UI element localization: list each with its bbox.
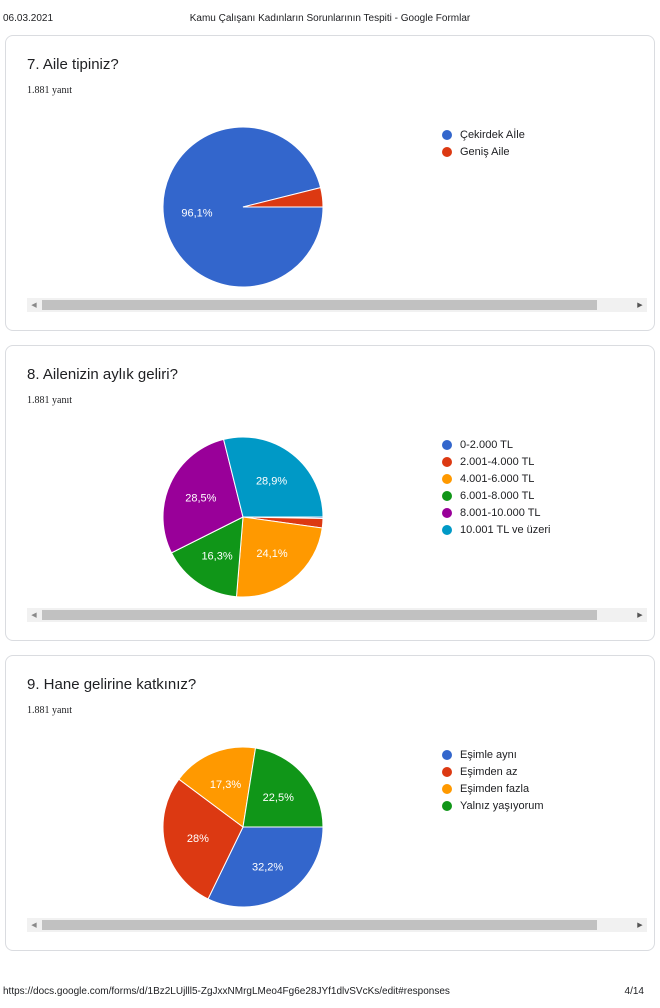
response-count: 1.881 yanıt [27, 85, 72, 96]
print-header: 06.03.2021 Kamu Çalışanı Kadınların Soru… [0, 6, 660, 24]
legend-dot-icon [442, 749, 452, 760]
question-card-aylik-gelir: 8. Ailenizin aylık geliri? 1.881 yanıt 2… [5, 345, 655, 641]
horizontal-scrollbar[interactable]: ◀ ▶ [27, 918, 647, 932]
chart-legend: 0-2.000 TL 2.001-4.000 TL 4.001-6.000 TL 6.… [442, 436, 551, 538]
legend-item[interactable]: Eşimden fazla [442, 780, 544, 797]
chart-legend: Eşimle aynı Eşimden az Eşimden fazla Yalnız… [442, 746, 544, 814]
scrollbar-thumb[interactable] [42, 920, 597, 930]
legend-item[interactable]: Geniş Aile [442, 143, 525, 160]
horizontal-scrollbar[interactable]: ◀ ▶ [27, 608, 647, 622]
legend-label: 0-2.000 TL [460, 438, 514, 451]
legend-label: 4.001-6.000 TL [460, 472, 535, 485]
slice-label: 32,2% [252, 861, 283, 873]
slice-label: 24,1% [256, 548, 287, 560]
slice-label: 96,1% [181, 208, 212, 220]
pie-slice[interactable] [178, 746, 257, 828]
print-date: 06.03.2021 [3, 13, 54, 24]
pie-slice[interactable] [207, 826, 324, 908]
scroll-right-icon[interactable]: ▶ [637, 612, 643, 619]
scroll-left-icon[interactable]: ◀ [31, 612, 37, 619]
legend-dot-icon [442, 490, 452, 501]
legend-dot-icon [442, 456, 452, 467]
pie-slice[interactable] [242, 186, 324, 208]
legend-dot-icon [442, 524, 452, 535]
legend-dot-icon [442, 473, 452, 484]
scroll-left-icon[interactable]: ◀ [31, 922, 37, 929]
legend-dot-icon [442, 783, 452, 794]
slice-label: 22,5% [263, 792, 294, 804]
slice-label: 28,5% [185, 493, 216, 505]
response-count: 1.881 yanıt [27, 395, 72, 406]
print-url: https://docs.google.com/forms/d/1Bz2LUjl… [3, 986, 450, 997]
scrollbar-thumb[interactable] [42, 610, 597, 620]
slice-label: 28% [187, 833, 209, 845]
pie-chart: 24,1% 16,3% 28,5% 28,9% [162, 436, 324, 598]
question-title: 9. Hane gelirine katkınız? [27, 676, 197, 693]
legend-label: Geniş Aile [460, 145, 510, 158]
scroll-right-icon[interactable]: ▶ [637, 922, 643, 929]
legend-label: 2.001-4.000 TL [460, 455, 535, 468]
legend-label: 10.001 TL ve üzeri [460, 523, 551, 536]
legend-label: Çekirdek Aİle [460, 128, 525, 141]
legend-dot-icon [442, 146, 452, 157]
question-card-hane-geliri: 9. Hane gelirine katkınız? 1.881 yanıt 3… [5, 655, 655, 951]
scrollbar-thumb[interactable] [42, 300, 597, 310]
pie-slice[interactable] [170, 516, 244, 598]
legend-label: 8.001-10.000 TL [460, 506, 541, 519]
legend-item[interactable]: 4.001-6.000 TL [442, 470, 551, 487]
legend-label: Yalnız yaşıyorum [460, 799, 544, 812]
legend-item[interactable]: 0-2.000 TL [442, 436, 551, 453]
pie-chart: 96,1% [162, 126, 324, 288]
slice-label: 28,9% [256, 475, 287, 487]
pie-slice[interactable] [235, 516, 323, 598]
horizontal-scrollbar[interactable]: ◀ ▶ [27, 298, 647, 312]
legend-dot-icon [442, 439, 452, 450]
page-number: 4/14 [624, 986, 644, 997]
legend-label: 6.001-8.000 TL [460, 489, 535, 502]
legend-item[interactable]: Eşimle aynı [442, 746, 544, 763]
legend-label: Eşimden az [460, 765, 518, 778]
legend-dot-icon [442, 766, 452, 777]
legend-label: Eşimle aynı [460, 748, 517, 761]
chart-legend: Çekirdek Aİle Geniş Aile [442, 126, 525, 160]
scroll-left-icon[interactable]: ◀ [31, 302, 37, 309]
pie-slice[interactable] [162, 778, 244, 900]
legend-item[interactable]: 6.001-8.000 TL [442, 487, 551, 504]
question-title: 8. Ailenizin aylık geliri? [27, 366, 178, 383]
legend-item[interactable]: 2.001-4.000 TL [442, 453, 551, 470]
legend-item[interactable]: 10.001 TL ve üzeri [442, 521, 551, 538]
pie-chart: 32,2% 28% 17,3% 22,5% [162, 746, 324, 908]
pie-slice[interactable] [162, 438, 244, 554]
legend-item[interactable]: Çekirdek Aİle [442, 126, 525, 143]
legend-item[interactable]: Yalnız yaşıyorum [442, 797, 544, 814]
question-card-aile-tipi: 7. Aile tipiniz? 1.881 yanıt 96,1% Çekir… [5, 35, 655, 331]
print-title: Kamu Çalışanı Kadınların Sorunlarının Te… [189, 13, 471, 24]
response-count: 1.881 yanıt [27, 705, 72, 716]
legend-dot-icon [442, 129, 452, 140]
question-title: 7. Aile tipiniz? [27, 56, 119, 73]
pie-slice[interactable] [222, 436, 324, 518]
legend-dot-icon [442, 800, 452, 811]
legend-label: Eşimden fazla [460, 782, 530, 795]
slice-label: 16,3% [201, 550, 232, 562]
scroll-right-icon[interactable]: ▶ [637, 302, 643, 309]
legend-item[interactable]: 8.001-10.000 TL [442, 504, 551, 521]
legend-item[interactable]: Eşimden az [442, 763, 544, 780]
pie-slice[interactable] [242, 747, 324, 828]
legend-dot-icon [442, 507, 452, 518]
slice-label: 17,3% [210, 779, 241, 791]
